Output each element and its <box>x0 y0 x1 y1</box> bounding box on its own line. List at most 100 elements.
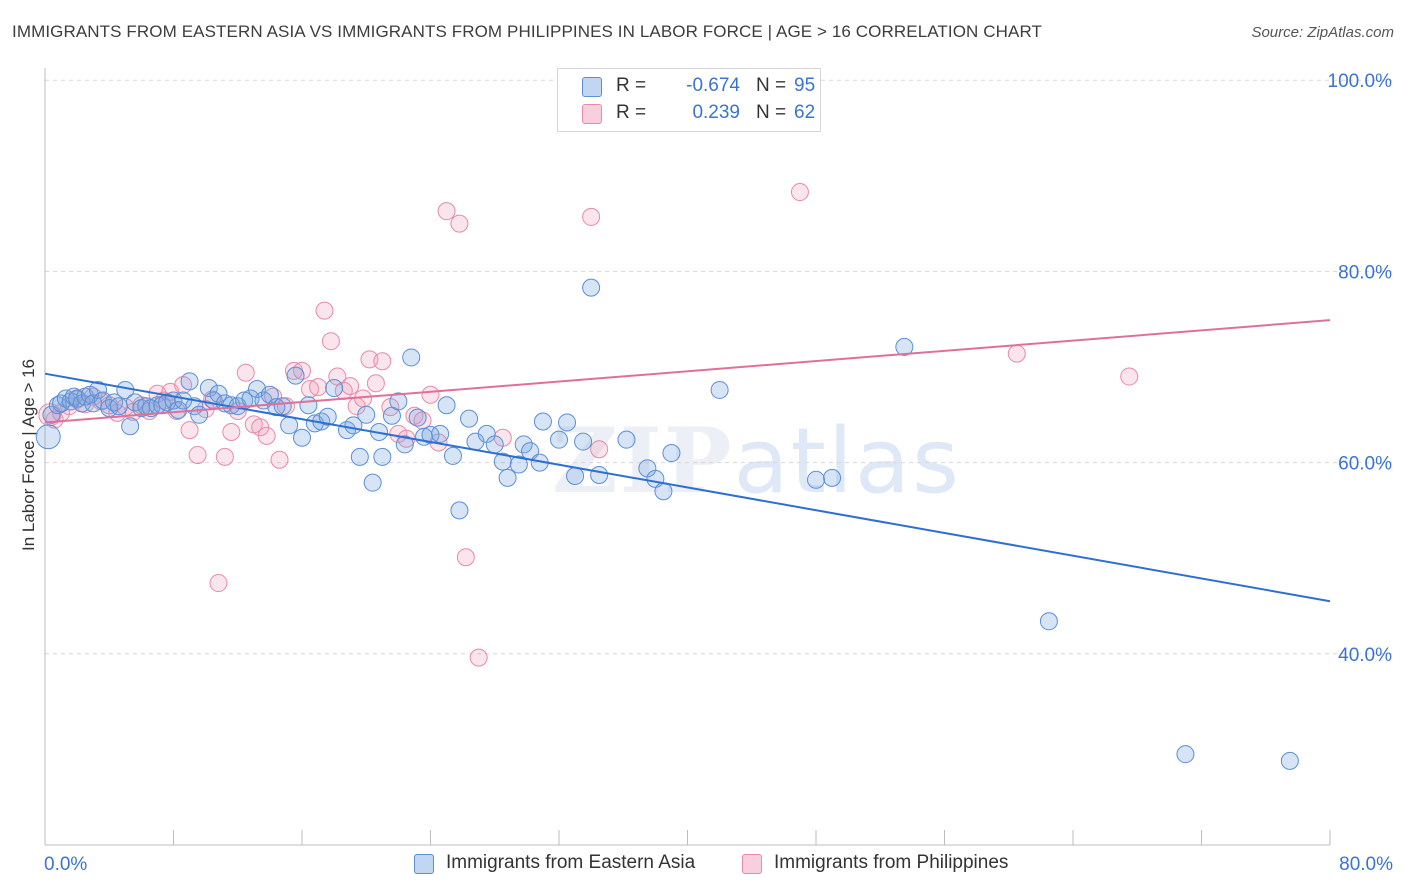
data-point-eastern-asia <box>389 392 408 411</box>
data-point-eastern-asia <box>460 409 479 428</box>
data-point-eastern-asia <box>558 413 577 432</box>
data-point-philippines <box>437 202 456 221</box>
watermark-zip: ZIP <box>552 408 733 514</box>
legend-r-label: R = <box>616 75 647 96</box>
watermark-atlas: atlas <box>733 409 961 514</box>
legend-n-label: N = <box>756 102 787 123</box>
legend-label: Immigrants from Philippines <box>774 852 1009 873</box>
data-point-eastern-asia <box>421 425 440 444</box>
data-point-philippines <box>341 377 360 396</box>
data-point-eastern-asia <box>42 405 61 424</box>
data-point-eastern-asia <box>299 396 318 415</box>
data-point-philippines <box>45 410 64 429</box>
y-axis-label: In Labor Force | Age > 16 <box>19 359 38 551</box>
data-point-eastern-asia <box>450 501 469 520</box>
data-point-philippines <box>209 574 228 593</box>
legend-r-value: -0.674 <box>686 75 740 96</box>
trend-line-eastern-asia <box>44 372 1331 603</box>
data-point-philippines <box>1120 367 1139 386</box>
data-point-eastern-asia <box>617 430 636 449</box>
series-philippines-points <box>38 183 1139 667</box>
data-point-eastern-asia <box>431 424 450 443</box>
data-point-eastern-asia <box>109 397 128 416</box>
data-point-eastern-asia <box>209 384 228 403</box>
data-point-eastern-asia <box>443 446 462 465</box>
legend-r-label: R = <box>616 102 647 123</box>
data-point-eastern-asia <box>1039 612 1058 631</box>
trend-lines <box>44 319 1331 603</box>
data-point-eastern-asia <box>121 417 140 436</box>
data-point-philippines <box>315 301 334 320</box>
data-point-eastern-asia <box>357 405 376 424</box>
legend-swatch-blue <box>582 77 602 97</box>
data-point-philippines <box>293 361 311 380</box>
data-point-eastern-asia <box>395 435 414 454</box>
data-point-eastern-asia <box>582 278 601 297</box>
data-point-eastern-asia <box>93 391 112 410</box>
correlation-legend: R = -0.674 N = 95 R = 0.239 N = 62 <box>557 68 821 132</box>
y-tick-label: 40.0% <box>1338 645 1392 666</box>
data-point-eastern-asia <box>363 473 382 492</box>
data-point-eastern-asia <box>408 408 427 427</box>
data-point-eastern-asia <box>373 447 392 466</box>
legend-label: Immigrants from Eastern Asia <box>446 852 696 873</box>
data-point-eastern-asia <box>514 435 533 454</box>
y-tick-label: 80.0% <box>1338 262 1392 283</box>
legend-r-value: 0.239 <box>692 102 740 123</box>
data-point-eastern-asia <box>325 379 344 398</box>
y-tick-label: 60.0% <box>1338 454 1392 475</box>
data-point-eastern-asia <box>509 455 528 474</box>
y-tick-label: 100.0% <box>1328 71 1393 92</box>
legend-n-value: 95 <box>794 75 816 96</box>
legend-swatch-pink <box>582 104 602 124</box>
data-point-eastern-asia <box>286 366 305 385</box>
data-point-eastern-asia <box>89 380 108 399</box>
data-point-eastern-asia <box>550 430 568 449</box>
data-point-philippines <box>790 183 809 202</box>
data-point-eastern-asia <box>807 470 825 489</box>
legend-swatch-blue <box>414 854 434 874</box>
data-point-eastern-asia <box>1176 745 1195 764</box>
data-point-philippines <box>236 363 255 382</box>
data-point-philippines <box>421 385 440 404</box>
data-point-eastern-asia <box>293 428 311 447</box>
data-point-philippines <box>1007 344 1026 363</box>
data-point-philippines <box>456 548 475 567</box>
data-point-eastern-asia <box>498 468 517 487</box>
data-point-eastern-asia <box>273 397 292 416</box>
data-point-philippines <box>215 447 234 466</box>
y-axis-label-group: In Labor Force | Age > 16 <box>19 359 38 551</box>
data-point-philippines <box>366 374 385 393</box>
x-tick-label: 80.0% <box>1339 854 1393 875</box>
data-point-eastern-asia <box>710 380 729 399</box>
data-point-eastern-asia <box>350 447 369 466</box>
data-point-eastern-asia <box>566 466 585 485</box>
chart-title: IMMIGRANTS FROM EASTERN ASIA VS IMMIGRAN… <box>12 22 1043 41</box>
data-point-eastern-asia <box>402 348 421 367</box>
data-point-eastern-asia <box>437 396 456 415</box>
series-legend: Immigrants from Eastern Asia Immigrants … <box>0 852 1406 878</box>
data-point-eastern-asia <box>533 412 552 431</box>
x-tick-label: 0.0% <box>44 854 87 875</box>
data-point-eastern-asia <box>895 337 914 356</box>
watermark: ZIPatlas <box>552 408 961 514</box>
data-point-philippines <box>188 445 207 464</box>
data-point-eastern-asia <box>35 424 61 450</box>
data-point-eastern-asia <box>654 482 673 501</box>
series-eastern-asia-points <box>35 278 1299 770</box>
data-point-eastern-asia <box>574 432 593 451</box>
data-point-eastern-asia <box>1280 751 1299 770</box>
data-point-philippines <box>257 426 276 445</box>
legend-n-label: N = <box>756 75 787 96</box>
source-label: Source: ZipAtlas.com <box>1251 24 1394 41</box>
tick-labels: 40.0% 60.0% 80.0% 100.0% 0.0% 80.0% <box>44 71 1393 875</box>
data-point-eastern-asia <box>662 444 681 463</box>
data-point-philippines <box>590 440 609 459</box>
data-point-philippines <box>309 378 328 397</box>
data-point-philippines <box>469 648 488 667</box>
data-point-eastern-asia <box>485 435 504 454</box>
data-point-philippines <box>270 450 289 469</box>
data-point-eastern-asia <box>823 468 842 487</box>
data-point-eastern-asia <box>590 466 609 485</box>
